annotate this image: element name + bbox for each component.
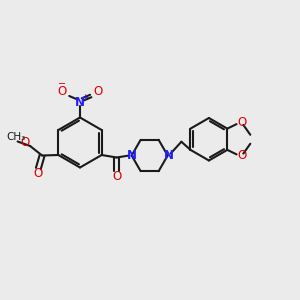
Text: O: O xyxy=(237,149,246,162)
Text: +: + xyxy=(81,93,88,102)
Text: O: O xyxy=(112,170,121,183)
Text: O: O xyxy=(57,85,66,98)
Text: O: O xyxy=(34,167,43,180)
Text: O: O xyxy=(20,136,30,149)
Text: O: O xyxy=(94,85,103,98)
Text: N: N xyxy=(75,95,85,109)
Text: −: − xyxy=(58,79,66,89)
Text: N: N xyxy=(164,148,174,161)
Text: N: N xyxy=(127,149,137,162)
Text: O: O xyxy=(237,116,246,129)
Text: CH₃: CH₃ xyxy=(6,131,25,142)
